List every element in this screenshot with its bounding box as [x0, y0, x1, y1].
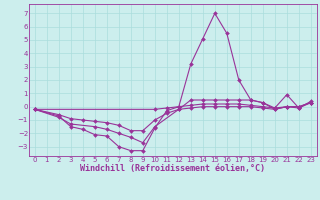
X-axis label: Windchill (Refroidissement éolien,°C): Windchill (Refroidissement éolien,°C) [80, 164, 265, 173]
